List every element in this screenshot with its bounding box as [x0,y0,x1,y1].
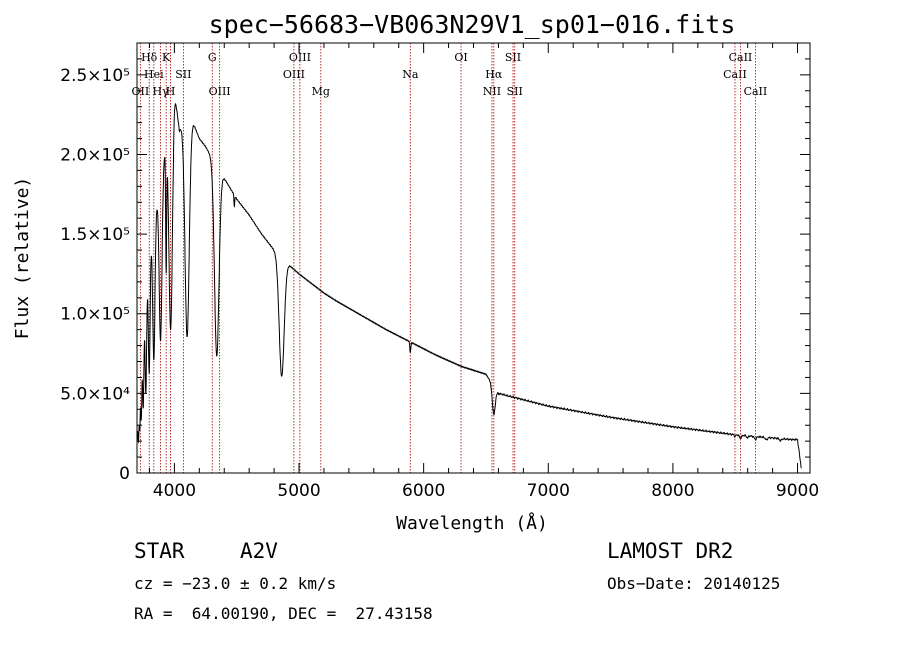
spectral-line-label: Hei [144,68,164,81]
y-tick-label: 0 [119,464,130,484]
x-tick-label: 6000 [402,481,445,501]
spectral-line-label: CaII [723,68,747,81]
observation-date: Obs−Date: 20140125 [607,574,781,593]
y-tick-label: 1.5×10⁵ [60,225,130,245]
chart-title: spec−56683−VB063N29V1_sp01−016.fits [209,10,736,39]
spectral-line-label: Hα [485,68,503,81]
x-tick-label: 4000 [153,481,196,501]
spectral-line-label: SII [507,85,523,98]
x-axis-label: Wavelength (Å) [396,512,548,534]
spectrum-series-line [136,102,802,469]
spectral-line-label: K [162,51,171,64]
x-tick-label: 9000 [776,481,819,501]
spectral-line-label: OI [454,51,467,64]
spectral-line-label: CaII [744,85,768,98]
x-tick-label: 7000 [527,481,570,501]
spectral-line-label: H [166,85,176,98]
spectral-line-label: Hγ [152,85,169,98]
spectral-line-label: OIII [289,51,311,64]
spectral-line-label: Mg [312,85,330,98]
spectral-line-label: Na [402,68,419,81]
spectral-line-label: Hδ [141,51,158,64]
spectral-line-label: NII [483,85,501,98]
spectral-line-label: OII [132,85,150,98]
plot-frame [136,42,811,474]
y-tick-label: 2.5×10⁵ [60,66,130,86]
spectral-line-label: SII [505,51,521,64]
object-class: STAR [134,539,185,563]
coordinates-text: RA = 64.00190, DEC = 27.43158 [134,604,433,623]
redshift-text: cz = −23.0 ± 0.2 km/s [134,574,337,593]
spectral-line-label: OIII [209,85,231,98]
spectral-line-label: SII [175,68,191,81]
axis-ticks: 4000 5000 6000 7000 8000 9000 0 5.0×10⁴ 1.0×10⁵ 1… [60,43,819,501]
spectral-line-markers: HδOIIHeiHγKHSIIGOIIIOIIIOIIIMgNaOINIIHαS… [132,43,768,473]
x-tick-label: 8000 [651,481,694,501]
spectral-line-label: OIII [283,68,305,81]
x-tick-label: 5000 [277,481,320,501]
object-subclass: A2V [240,539,278,563]
survey-name: LAMOST DR2 [607,539,734,563]
y-tick-label: 2.0×10⁵ [60,145,130,165]
y-tick-label: 5.0×10⁴ [60,384,130,404]
y-tick-label: 1.0×10⁵ [60,305,130,325]
y-axis-label: Flux (relative) [12,177,33,340]
spectral-line-label: CaII [729,51,753,64]
spectral-line-label: G [208,51,217,64]
